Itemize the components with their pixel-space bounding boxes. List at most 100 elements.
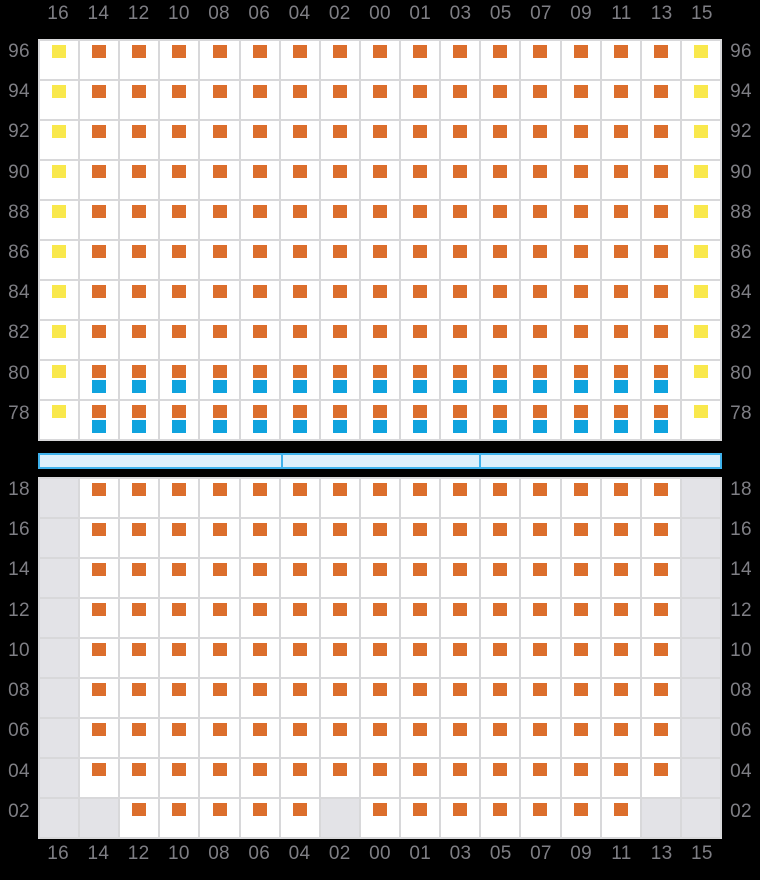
- seat-cell[interactable]: [360, 161, 400, 199]
- seat-cell[interactable]: [280, 639, 319, 677]
- seat-cell[interactable]: [441, 559, 480, 597]
- seat-cell[interactable]: [641, 759, 680, 797]
- seat-cell[interactable]: [521, 81, 560, 119]
- seat-cell[interactable]: [561, 241, 600, 279]
- seat-cell[interactable]: [441, 361, 480, 399]
- seat-cell[interactable]: [160, 361, 199, 399]
- seat-cell[interactable]: [441, 599, 480, 637]
- seat-cell[interactable]: [160, 519, 199, 557]
- seat-cell[interactable]: [160, 559, 199, 597]
- seat-cell[interactable]: [240, 639, 279, 677]
- seat-cell[interactable]: [681, 401, 720, 439]
- seat-cell[interactable]: [641, 599, 680, 637]
- seat-cell[interactable]: [320, 519, 359, 557]
- seat-cell[interactable]: [240, 559, 279, 597]
- seat-cell[interactable]: [601, 519, 640, 557]
- seat-cell[interactable]: [601, 799, 640, 837]
- seat-cell[interactable]: [401, 401, 440, 439]
- seat-cell[interactable]: [280, 401, 319, 439]
- seat-cell[interactable]: [200, 599, 239, 637]
- seat-cell[interactable]: [320, 281, 359, 319]
- seat-cell[interactable]: [280, 121, 319, 159]
- seat-cell[interactable]: [561, 361, 600, 399]
- seat-cell[interactable]: [481, 401, 520, 439]
- seat-cell[interactable]: [641, 281, 680, 319]
- seat-cell[interactable]: [641, 161, 680, 199]
- seat-cell[interactable]: [200, 201, 239, 239]
- seat-cell[interactable]: [280, 479, 319, 517]
- seat-cell[interactable]: [280, 161, 319, 199]
- seat-cell[interactable]: [521, 361, 560, 399]
- seat-cell[interactable]: [120, 679, 159, 717]
- seat-cell[interactable]: [481, 321, 520, 359]
- seat-cell[interactable]: [521, 599, 560, 637]
- seat-cell[interactable]: [521, 401, 560, 439]
- seat-cell[interactable]: [641, 401, 680, 439]
- seat-cell[interactable]: [320, 639, 359, 677]
- seat-cell[interactable]: [240, 121, 279, 159]
- seat-cell[interactable]: [200, 161, 239, 199]
- seat-cell[interactable]: [401, 81, 440, 119]
- seat-cell[interactable]: [360, 759, 400, 797]
- seat-cell[interactable]: [561, 519, 600, 557]
- seat-cell[interactable]: [160, 401, 199, 439]
- seat-cell[interactable]: [80, 401, 119, 439]
- seat-cell[interactable]: [481, 161, 520, 199]
- seat-cell[interactable]: [320, 201, 359, 239]
- seat-cell[interactable]: [360, 639, 400, 677]
- seat-cell[interactable]: [401, 201, 440, 239]
- seat-cell[interactable]: [280, 241, 319, 279]
- seat-cell[interactable]: [641, 639, 680, 677]
- seat-cell[interactable]: [601, 719, 640, 757]
- seat-cell[interactable]: [521, 759, 560, 797]
- seat-cell[interactable]: [240, 719, 279, 757]
- seat-cell[interactable]: [561, 281, 600, 319]
- seat-cell[interactable]: [320, 241, 359, 279]
- seat-cell[interactable]: [681, 41, 720, 79]
- seat-cell[interactable]: [40, 81, 79, 119]
- seat-cell[interactable]: [521, 161, 560, 199]
- seat-cell[interactable]: [681, 241, 720, 279]
- seat-cell[interactable]: [601, 161, 640, 199]
- seat-cell[interactable]: [160, 719, 199, 757]
- seat-cell[interactable]: [160, 679, 199, 717]
- seat-cell[interactable]: [681, 121, 720, 159]
- seat-cell[interactable]: [200, 361, 239, 399]
- seat-cell[interactable]: [641, 559, 680, 597]
- seat-cell[interactable]: [200, 679, 239, 717]
- seat-cell[interactable]: [240, 799, 279, 837]
- seat-cell[interactable]: [40, 41, 79, 79]
- seat-cell[interactable]: [561, 479, 600, 517]
- seat-cell[interactable]: [641, 81, 680, 119]
- seat-cell[interactable]: [561, 161, 600, 199]
- seat-cell[interactable]: [120, 639, 159, 677]
- seat-cell[interactable]: [561, 599, 600, 637]
- seat-cell[interactable]: [561, 41, 600, 79]
- seat-cell[interactable]: [561, 799, 600, 837]
- seat-cell[interactable]: [481, 559, 520, 597]
- seat-cell[interactable]: [441, 121, 480, 159]
- seat-cell[interactable]: [200, 281, 239, 319]
- seat-cell[interactable]: [160, 201, 199, 239]
- seat-cell[interactable]: [80, 41, 119, 79]
- seat-cell[interactable]: [320, 321, 359, 359]
- seat-cell[interactable]: [481, 361, 520, 399]
- seat-cell[interactable]: [200, 639, 239, 677]
- seat-cell[interactable]: [240, 81, 279, 119]
- seat-cell[interactable]: [481, 719, 520, 757]
- seat-cell[interactable]: [481, 281, 520, 319]
- seat-cell[interactable]: [641, 679, 680, 717]
- seat-cell[interactable]: [160, 161, 199, 199]
- seat-cell[interactable]: [280, 361, 319, 399]
- seat-cell[interactable]: [360, 241, 400, 279]
- seat-cell[interactable]: [401, 679, 440, 717]
- seat-cell[interactable]: [320, 559, 359, 597]
- seat-cell[interactable]: [681, 81, 720, 119]
- seat-cell[interactable]: [120, 41, 159, 79]
- seat-cell[interactable]: [401, 241, 440, 279]
- seat-cell[interactable]: [360, 799, 400, 837]
- seat-cell[interactable]: [360, 361, 400, 399]
- seat-cell[interactable]: [160, 41, 199, 79]
- seat-cell[interactable]: [320, 121, 359, 159]
- seat-cell[interactable]: [441, 81, 480, 119]
